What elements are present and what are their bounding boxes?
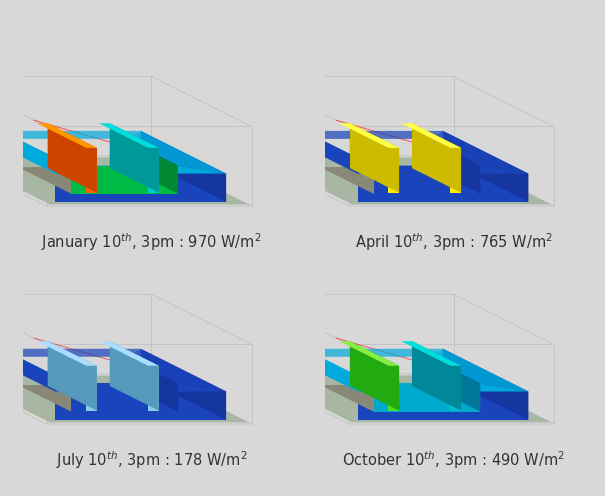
- Polygon shape: [18, 385, 178, 412]
- Polygon shape: [48, 341, 97, 411]
- Polygon shape: [37, 124, 97, 148]
- Polygon shape: [99, 124, 159, 148]
- Polygon shape: [373, 166, 480, 194]
- Polygon shape: [0, 349, 141, 357]
- Polygon shape: [148, 148, 159, 193]
- Polygon shape: [427, 357, 480, 412]
- Polygon shape: [48, 124, 97, 193]
- Polygon shape: [451, 148, 461, 193]
- Polygon shape: [71, 383, 178, 412]
- Polygon shape: [0, 375, 249, 423]
- Polygon shape: [55, 383, 226, 391]
- Polygon shape: [141, 349, 226, 420]
- Polygon shape: [125, 357, 178, 412]
- Text: July 10$^{th}$, 3pm : 178 W/m$^{2}$: July 10$^{th}$, 3pm : 178 W/m$^{2}$: [56, 449, 247, 471]
- Polygon shape: [272, 131, 373, 174]
- Polygon shape: [427, 349, 528, 391]
- Polygon shape: [443, 131, 528, 202]
- Polygon shape: [125, 139, 178, 194]
- Polygon shape: [388, 148, 399, 193]
- Polygon shape: [0, 131, 141, 139]
- Polygon shape: [110, 124, 159, 193]
- Polygon shape: [272, 349, 373, 391]
- Polygon shape: [55, 166, 226, 174]
- Polygon shape: [0, 131, 71, 174]
- Polygon shape: [125, 349, 226, 391]
- Polygon shape: [401, 341, 461, 366]
- Polygon shape: [358, 166, 528, 174]
- Polygon shape: [401, 124, 461, 148]
- Polygon shape: [412, 341, 461, 411]
- Polygon shape: [373, 383, 480, 412]
- Polygon shape: [388, 366, 399, 411]
- Polygon shape: [37, 341, 97, 366]
- Polygon shape: [272, 349, 443, 357]
- Polygon shape: [110, 341, 159, 411]
- Polygon shape: [358, 383, 528, 391]
- Polygon shape: [71, 166, 178, 194]
- Polygon shape: [141, 131, 226, 202]
- Polygon shape: [18, 167, 178, 194]
- Polygon shape: [339, 124, 399, 148]
- Polygon shape: [358, 391, 528, 420]
- Polygon shape: [87, 148, 97, 193]
- Polygon shape: [99, 341, 159, 366]
- Polygon shape: [358, 174, 528, 202]
- Polygon shape: [451, 366, 461, 411]
- Polygon shape: [55, 174, 226, 202]
- Polygon shape: [320, 167, 480, 194]
- Text: January 10$^{th}$, 3pm : 970 W/m$^{2}$: January 10$^{th}$, 3pm : 970 W/m$^{2}$: [41, 231, 262, 252]
- Polygon shape: [0, 349, 71, 391]
- Polygon shape: [350, 341, 399, 411]
- Polygon shape: [148, 366, 159, 411]
- Polygon shape: [272, 131, 443, 139]
- Polygon shape: [427, 139, 480, 194]
- Text: April 10$^{th}$, 3pm : 765 W/m$^{2}$: April 10$^{th}$, 3pm : 765 W/m$^{2}$: [355, 231, 552, 252]
- Polygon shape: [339, 341, 399, 366]
- Text: October 10$^{th}$, 3pm : 490 W/m$^{2}$: October 10$^{th}$, 3pm : 490 W/m$^{2}$: [342, 449, 565, 471]
- Polygon shape: [258, 157, 551, 204]
- Polygon shape: [443, 349, 528, 420]
- Polygon shape: [427, 131, 528, 174]
- Polygon shape: [55, 391, 226, 420]
- Polygon shape: [125, 131, 226, 174]
- Polygon shape: [350, 124, 399, 193]
- Polygon shape: [320, 385, 480, 412]
- Polygon shape: [412, 124, 461, 193]
- Polygon shape: [0, 157, 249, 204]
- Polygon shape: [87, 366, 97, 411]
- Polygon shape: [258, 375, 551, 423]
